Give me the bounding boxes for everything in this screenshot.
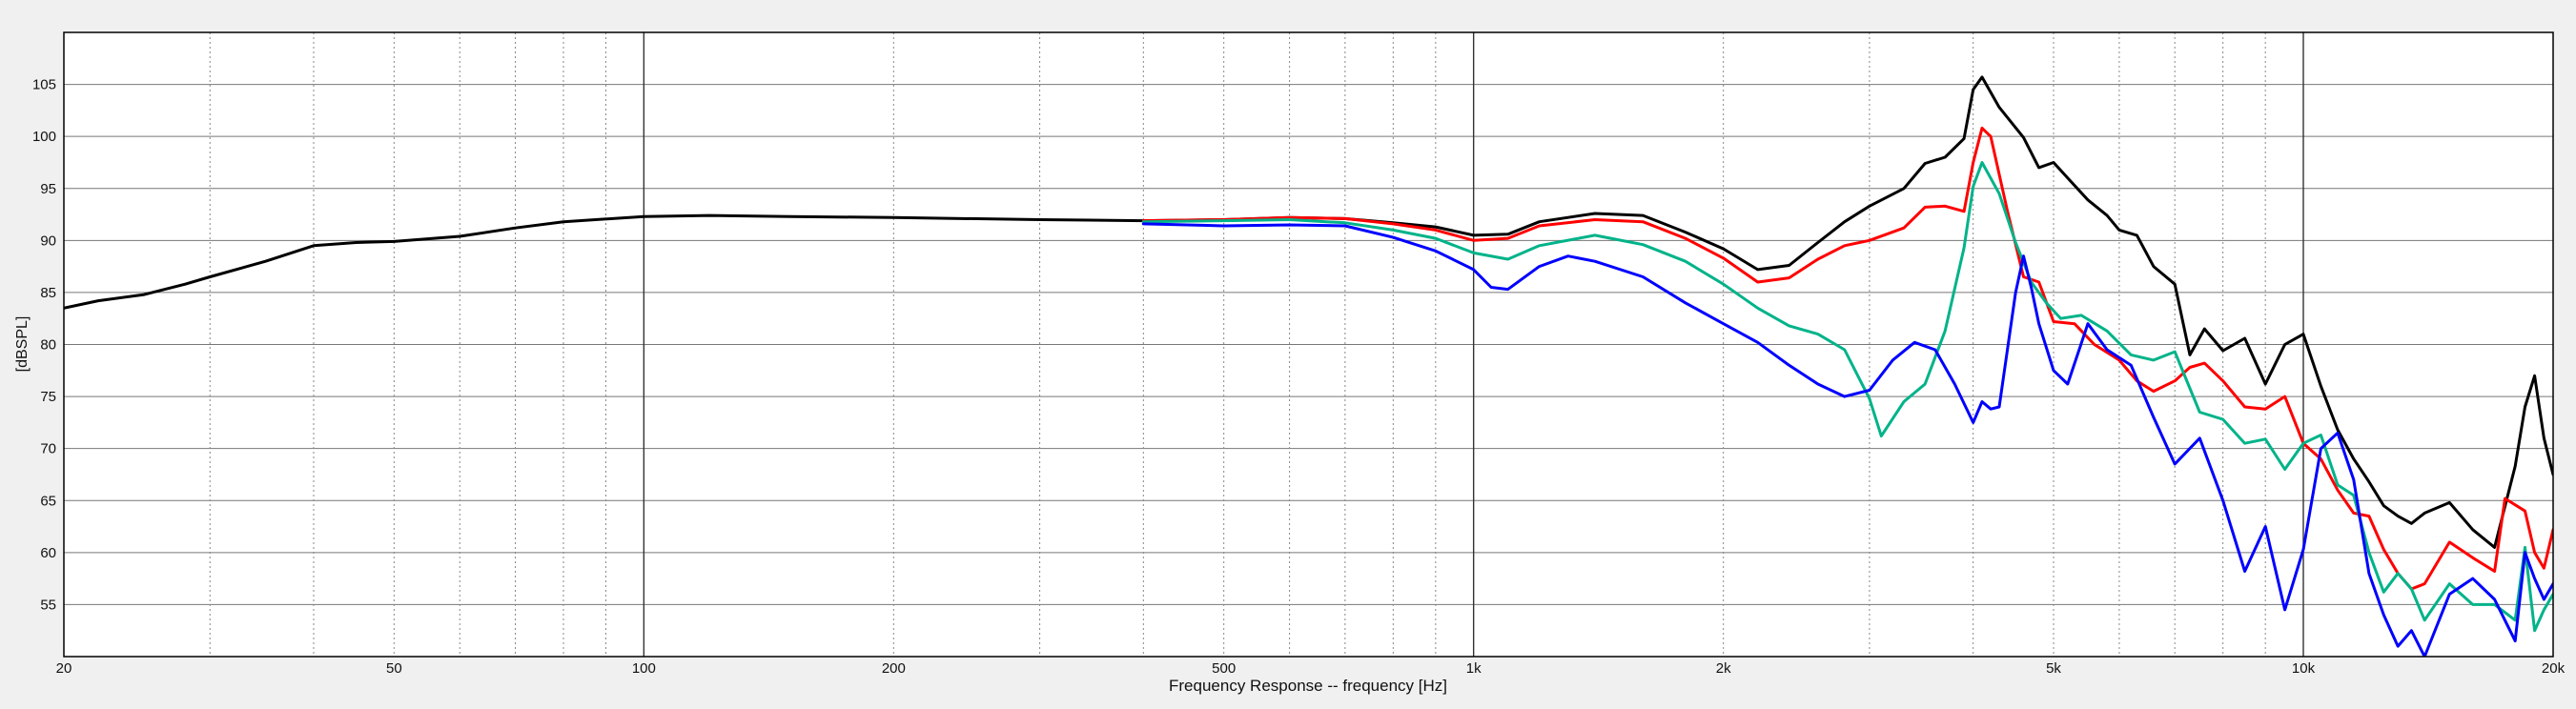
x-tick-label: 200 bbox=[882, 660, 906, 677]
y-axis-label: [dBSPL] bbox=[14, 316, 31, 373]
plot-frame bbox=[63, 31, 2554, 658]
series-line-3 bbox=[1141, 161, 2553, 633]
x-tick-label: 10k bbox=[2292, 660, 2316, 677]
y-tick-label: 90 bbox=[40, 233, 56, 249]
y-tick-label: 85 bbox=[40, 285, 56, 301]
x-tick-label: 500 bbox=[1212, 660, 1236, 677]
y-tick-label: 60 bbox=[40, 545, 56, 561]
x-tick-labels: 20 50 100 200 500 1k 2k 5k 10k 20k bbox=[56, 660, 2566, 677]
y-tick-label: 65 bbox=[40, 493, 56, 509]
x-axis-label: Frequency Response -- frequency [Hz] bbox=[1169, 677, 1447, 695]
y-tick-label: 55 bbox=[40, 597, 56, 613]
series-line-1 bbox=[64, 75, 2553, 549]
x-tick-label: 2k bbox=[1716, 660, 1731, 677]
y-tick-label: 100 bbox=[32, 129, 56, 145]
y-tick-label: 95 bbox=[40, 181, 56, 197]
series-group bbox=[64, 75, 2553, 657]
y-tick-label: 75 bbox=[40, 389, 56, 405]
x-tick-label: 50 bbox=[386, 660, 402, 677]
y-tick-labels: 55 60 65 70 75 80 85 90 95 100 105 bbox=[32, 77, 56, 614]
y-tick-label: 70 bbox=[40, 441, 56, 457]
x-tick-label: 1k bbox=[1466, 660, 1482, 677]
x-tick-label: 100 bbox=[632, 660, 656, 677]
y-tick-label: 80 bbox=[40, 337, 56, 354]
y-tick-label: 105 bbox=[32, 77, 56, 93]
x-tick-label: 20 bbox=[56, 660, 72, 677]
series-line-4 bbox=[1141, 222, 2553, 657]
x-tick-label: 5k bbox=[2046, 660, 2061, 677]
x-tick-label: 20k bbox=[2542, 660, 2566, 677]
